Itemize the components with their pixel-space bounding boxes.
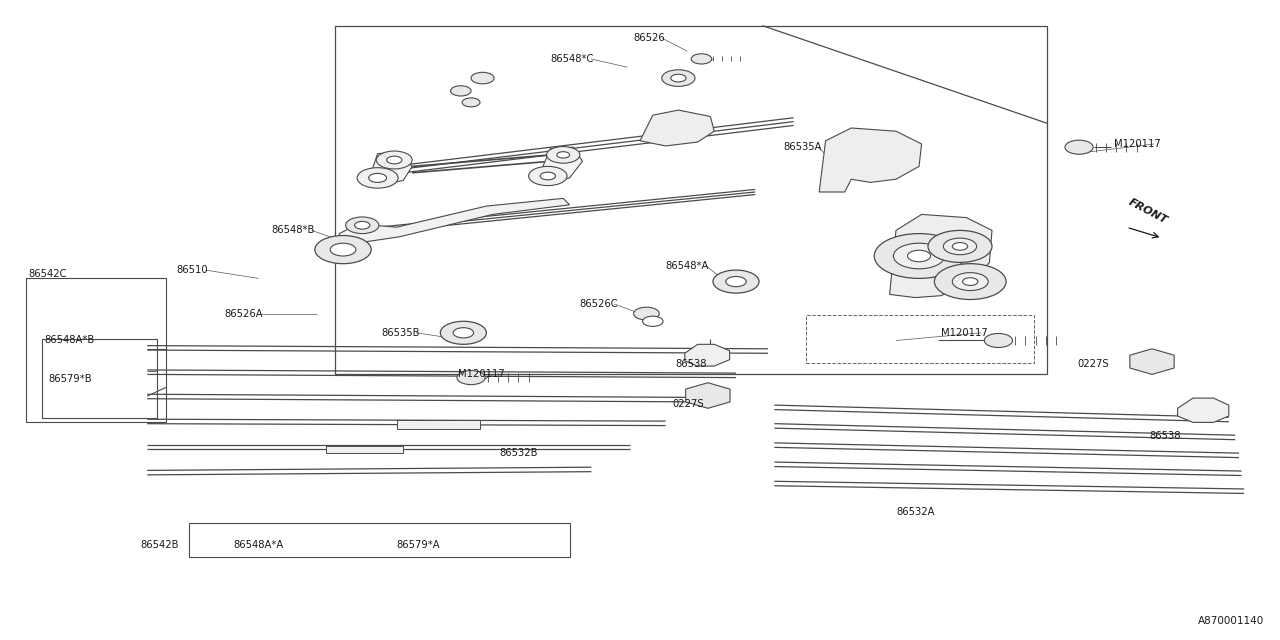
Polygon shape <box>686 383 730 408</box>
Bar <box>397 420 480 429</box>
Text: 86526A: 86526A <box>224 308 262 319</box>
Text: 86548*C: 86548*C <box>550 54 594 64</box>
Bar <box>26 278 166 422</box>
Circle shape <box>934 264 1006 300</box>
Bar <box>189 523 570 557</box>
Text: 86535A: 86535A <box>783 142 822 152</box>
Text: 86548*B: 86548*B <box>271 225 315 236</box>
Circle shape <box>963 278 978 285</box>
Text: 86532B: 86532B <box>499 448 538 458</box>
Circle shape <box>634 307 659 320</box>
Text: M120117: M120117 <box>941 328 988 338</box>
Circle shape <box>952 273 988 291</box>
Text: 86542C: 86542C <box>28 269 67 279</box>
Polygon shape <box>685 344 730 366</box>
Circle shape <box>643 316 663 326</box>
Circle shape <box>471 72 494 84</box>
Circle shape <box>357 168 398 188</box>
Circle shape <box>726 276 746 287</box>
Text: 86526: 86526 <box>634 33 666 44</box>
Text: 0227S: 0227S <box>1078 358 1110 369</box>
Polygon shape <box>819 128 922 192</box>
Circle shape <box>346 217 379 234</box>
Circle shape <box>874 234 964 278</box>
Circle shape <box>330 243 356 256</box>
Polygon shape <box>538 147 582 182</box>
Circle shape <box>671 74 686 82</box>
Text: 86579*B: 86579*B <box>49 374 92 384</box>
Polygon shape <box>890 214 992 298</box>
Text: M120117: M120117 <box>1114 139 1161 149</box>
Circle shape <box>943 238 977 255</box>
Circle shape <box>692 348 721 362</box>
Text: 86548*A: 86548*A <box>666 260 709 271</box>
Text: 86526C: 86526C <box>580 299 618 309</box>
Text: 0227S: 0227S <box>672 399 704 410</box>
Text: A870001140: A870001140 <box>1198 616 1265 626</box>
Text: FRONT: FRONT <box>1126 197 1169 226</box>
Circle shape <box>376 151 412 169</box>
Circle shape <box>457 371 485 385</box>
Bar <box>326 446 403 453</box>
Circle shape <box>984 333 1012 348</box>
Circle shape <box>315 236 371 264</box>
Polygon shape <box>369 152 412 184</box>
Circle shape <box>952 243 968 250</box>
Circle shape <box>696 390 719 401</box>
Text: 86510: 86510 <box>177 265 209 275</box>
Text: 86548A*A: 86548A*A <box>233 540 283 550</box>
Circle shape <box>1065 140 1093 154</box>
Text: 86532A: 86532A <box>896 507 934 517</box>
Bar <box>806 315 1034 363</box>
Text: 86579*A: 86579*A <box>397 540 440 550</box>
Circle shape <box>713 270 759 293</box>
Polygon shape <box>1178 398 1229 422</box>
Circle shape <box>1140 356 1164 367</box>
Circle shape <box>529 166 567 186</box>
Bar <box>335 26 1047 374</box>
Text: 86538: 86538 <box>1149 431 1181 442</box>
Circle shape <box>369 173 387 182</box>
Circle shape <box>662 70 695 86</box>
Circle shape <box>440 321 486 344</box>
Circle shape <box>908 250 931 262</box>
Circle shape <box>451 86 471 96</box>
Polygon shape <box>1130 349 1174 374</box>
Circle shape <box>557 152 570 158</box>
Circle shape <box>355 221 370 229</box>
Text: 86535B: 86535B <box>381 328 420 338</box>
Polygon shape <box>640 110 714 146</box>
Text: 86538: 86538 <box>676 358 708 369</box>
Circle shape <box>1189 403 1217 417</box>
Text: 86548A*B: 86548A*B <box>45 335 95 346</box>
Circle shape <box>453 328 474 338</box>
Circle shape <box>540 172 556 180</box>
Circle shape <box>387 156 402 164</box>
Text: 86542B: 86542B <box>141 540 179 550</box>
Text: M120117: M120117 <box>458 369 506 380</box>
Circle shape <box>462 98 480 107</box>
Circle shape <box>893 243 945 269</box>
Polygon shape <box>339 198 570 262</box>
Circle shape <box>1197 406 1210 413</box>
Circle shape <box>547 147 580 163</box>
Circle shape <box>691 54 712 64</box>
Bar <box>42 339 157 418</box>
Circle shape <box>700 352 713 358</box>
Circle shape <box>928 230 992 262</box>
